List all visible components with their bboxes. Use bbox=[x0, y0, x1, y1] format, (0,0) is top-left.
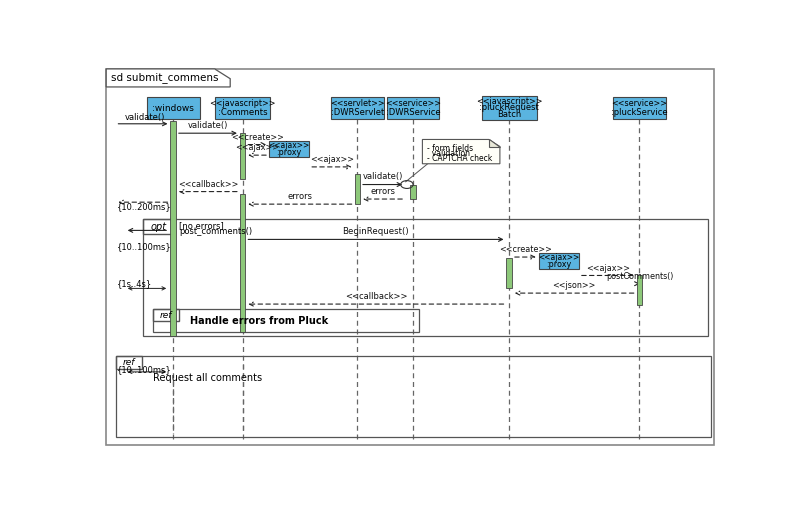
Text: errors: errors bbox=[287, 192, 313, 202]
FancyBboxPatch shape bbox=[538, 253, 579, 269]
FancyBboxPatch shape bbox=[354, 174, 360, 204]
Text: <<ajax>>: <<ajax>> bbox=[538, 253, 579, 262]
FancyBboxPatch shape bbox=[240, 194, 246, 332]
FancyBboxPatch shape bbox=[170, 122, 176, 336]
Text: sd submit_commens: sd submit_commens bbox=[111, 72, 218, 83]
Text: - CAPTCHA check: - CAPTCHA check bbox=[426, 154, 492, 163]
Text: Request all comments: Request all comments bbox=[153, 373, 262, 383]
Text: {10..100ms}: {10..100ms} bbox=[118, 243, 172, 251]
FancyBboxPatch shape bbox=[215, 97, 270, 119]
Text: :pluckRequest: :pluckRequest bbox=[479, 103, 539, 112]
Text: <<javascript>>: <<javascript>> bbox=[476, 97, 542, 105]
Text: Handle errors from Pluck: Handle errors from Pluck bbox=[190, 316, 328, 326]
Text: <<service>>: <<service>> bbox=[385, 99, 441, 108]
Text: post_comments(): post_comments() bbox=[179, 228, 253, 237]
Text: :Comments: :Comments bbox=[218, 108, 267, 117]
Text: errors: errors bbox=[370, 187, 395, 196]
Text: <<servlet>>: <<servlet>> bbox=[330, 99, 385, 108]
Text: - form fields: - form fields bbox=[426, 144, 473, 153]
Polygon shape bbox=[106, 69, 230, 87]
FancyBboxPatch shape bbox=[637, 275, 642, 305]
Text: validation: validation bbox=[426, 149, 470, 158]
Text: <<ajax>>: <<ajax>> bbox=[586, 264, 630, 273]
FancyBboxPatch shape bbox=[386, 97, 439, 119]
Text: {1s..4s}: {1s..4s} bbox=[118, 279, 153, 289]
Text: <<callback>>: <<callback>> bbox=[178, 180, 238, 189]
FancyBboxPatch shape bbox=[269, 141, 310, 157]
Text: <<callback>>: <<callback>> bbox=[345, 292, 407, 301]
Text: :windows: :windows bbox=[152, 104, 194, 112]
FancyBboxPatch shape bbox=[410, 185, 416, 199]
Text: {10..100ms}: {10..100ms} bbox=[118, 365, 172, 374]
Text: BeginRequest(): BeginRequest() bbox=[342, 227, 410, 236]
Text: <<ajax>>: <<ajax>> bbox=[235, 144, 279, 152]
Text: :DWRService: :DWRService bbox=[386, 108, 441, 117]
Text: validate(): validate() bbox=[188, 121, 228, 130]
FancyBboxPatch shape bbox=[331, 97, 384, 119]
Text: <<json>>: <<json>> bbox=[553, 281, 596, 290]
FancyBboxPatch shape bbox=[613, 97, 666, 119]
FancyBboxPatch shape bbox=[506, 258, 512, 289]
Text: validate(): validate() bbox=[362, 172, 402, 181]
Text: :proxy: :proxy bbox=[546, 260, 571, 269]
Text: <<create>>: <<create>> bbox=[499, 245, 552, 254]
Text: <<service>>: <<service>> bbox=[611, 99, 667, 108]
Text: <<ajax>>: <<ajax>> bbox=[310, 155, 354, 164]
Polygon shape bbox=[422, 139, 500, 164]
FancyBboxPatch shape bbox=[240, 133, 246, 179]
Text: {10..200ms}: {10..200ms} bbox=[118, 202, 172, 211]
Text: <<ajax>>: <<ajax>> bbox=[269, 141, 310, 150]
Text: :pluckService: :pluckService bbox=[611, 108, 668, 117]
Text: [no errors]: [no errors] bbox=[179, 221, 224, 230]
Text: :DWRServlet: :DWRServlet bbox=[330, 108, 384, 117]
FancyBboxPatch shape bbox=[482, 96, 537, 120]
Polygon shape bbox=[489, 139, 500, 147]
Text: ref: ref bbox=[159, 310, 172, 320]
FancyBboxPatch shape bbox=[147, 97, 199, 119]
Text: validate(): validate() bbox=[125, 113, 165, 122]
Text: Batch: Batch bbox=[497, 110, 522, 119]
Text: postComments(): postComments() bbox=[606, 272, 674, 281]
Text: <<javascript>>: <<javascript>> bbox=[210, 99, 276, 108]
Text: opt: opt bbox=[151, 222, 167, 232]
Text: ref: ref bbox=[122, 358, 134, 367]
Text: <<create>>: <<create>> bbox=[230, 133, 284, 142]
Text: :proxy: :proxy bbox=[277, 148, 302, 157]
